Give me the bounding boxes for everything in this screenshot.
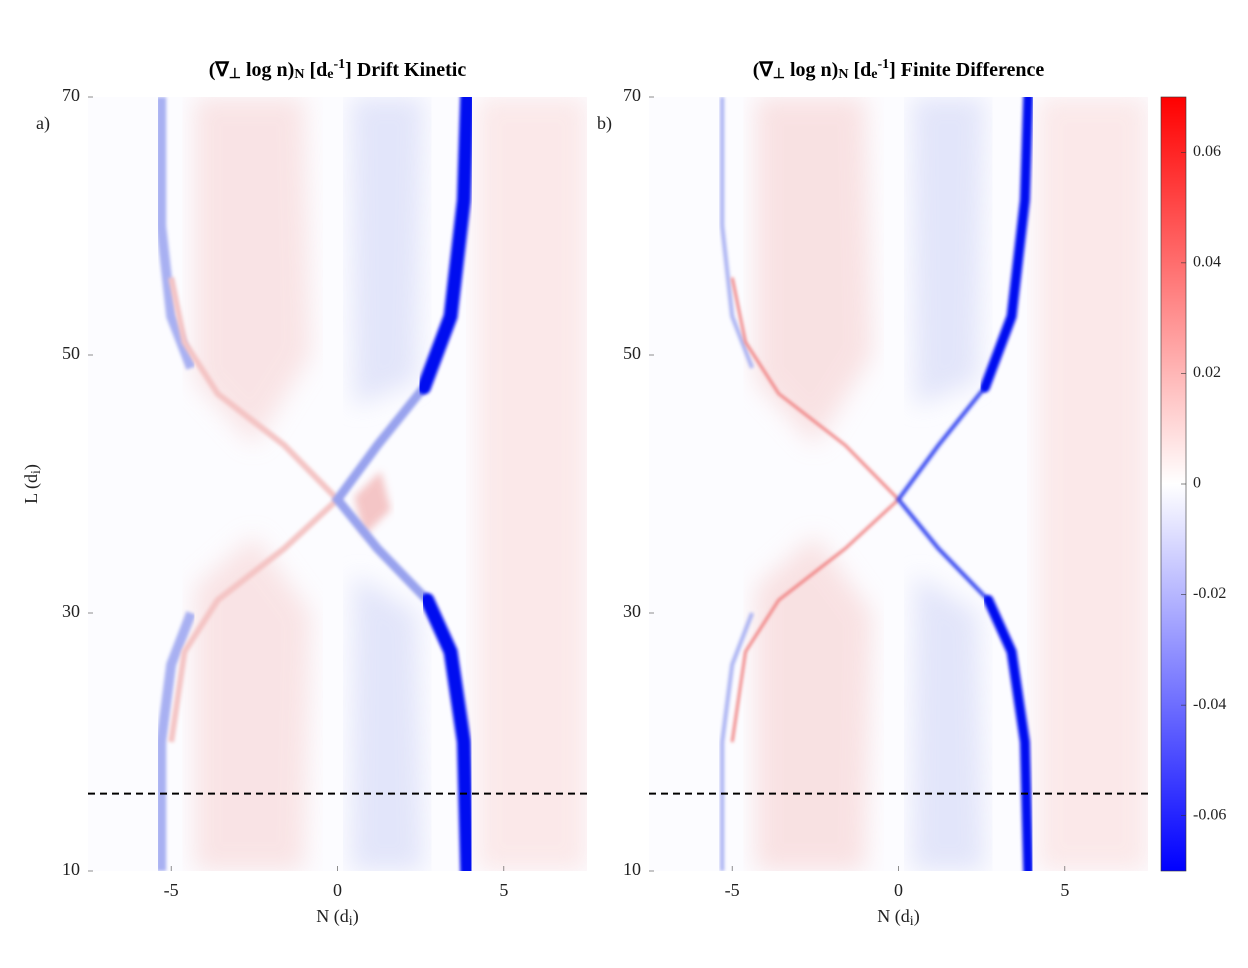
y-tick-label: 70 — [62, 85, 80, 105]
text-piece: e — [871, 67, 877, 82]
text-piece: -1 — [333, 57, 345, 72]
chart-title: (∇⊥ log n)N [de-1] Finite Difference — [753, 57, 1045, 82]
text-piece: ) — [914, 906, 920, 927]
y-tick-label: 30 — [62, 601, 80, 621]
colorbar-tick-label: 0 — [1193, 475, 1201, 492]
y-tick-label: 50 — [62, 343, 80, 363]
colorbar-tick-label: 0.04 — [1193, 254, 1221, 271]
blue-band — [420, 593, 475, 871]
red-region — [194, 97, 311, 446]
x-tick-label: -5 — [725, 880, 740, 900]
text-piece: [d — [848, 59, 871, 81]
x-tick-label: 5 — [499, 880, 508, 900]
text-piece: ) — [353, 906, 359, 927]
text-piece: [d — [304, 59, 327, 81]
blue-band — [983, 595, 1034, 871]
x-tick-label: 0 — [333, 880, 342, 900]
text-piece: i — [29, 470, 44, 474]
blue-line — [331, 384, 431, 604]
text-piece: -1 — [877, 57, 889, 72]
blue-region — [350, 97, 424, 407]
red-region — [755, 97, 872, 446]
panel-label: a) — [36, 113, 50, 134]
text-piece: i — [349, 914, 353, 929]
red-region — [477, 97, 587, 871]
text-piece: ] Drift Kinetic — [345, 59, 466, 81]
text-piece: ⊥ — [229, 67, 241, 82]
red-region — [354, 471, 391, 536]
y-tick-label: 70 — [623, 85, 641, 105]
red-region — [194, 535, 311, 871]
text-piece: log n) — [241, 59, 294, 81]
text-piece: i — [910, 914, 914, 929]
text-piece: ) — [21, 464, 42, 470]
blue-band — [417, 97, 475, 395]
colorbar-tick-label: -0.02 — [1193, 585, 1226, 602]
colorbar-tick-label: -0.06 — [1193, 806, 1226, 823]
y-axis-label: L (di) — [21, 464, 44, 504]
text-piece: L (d — [21, 474, 42, 504]
chart-title: (∇⊥ log n)N [de-1] Drift Kinetic — [209, 57, 467, 82]
blue-region — [911, 574, 985, 871]
y-tick-label: 10 — [62, 859, 80, 879]
colorbar-tick-label: 0.06 — [1193, 143, 1221, 160]
blue-region — [350, 574, 424, 871]
x-tick-label: 5 — [1060, 880, 1069, 900]
x-tick-label: -5 — [164, 880, 179, 900]
text-piece: N — [294, 67, 304, 82]
red-region — [755, 535, 872, 871]
colorbar-tick-label: -0.04 — [1193, 696, 1226, 713]
y-tick-label: 30 — [623, 601, 641, 621]
blue-line — [895, 386, 990, 602]
heatmap — [88, 97, 587, 871]
text-piece: e — [327, 67, 333, 82]
heatmap — [649, 97, 1148, 871]
blue-edge — [156, 97, 196, 370]
blue-edge — [720, 612, 754, 871]
blue-edge — [720, 97, 754, 369]
text-piece: N (d — [877, 906, 910, 927]
panel-label: b) — [597, 113, 612, 134]
x-axis-label: N (di) — [877, 906, 919, 929]
text-piece: log n) — [785, 59, 838, 81]
text-piece: (∇ — [753, 59, 774, 81]
x-axis-label: N (di) — [316, 906, 358, 929]
y-tick-label: 10 — [623, 859, 641, 879]
blue-band — [980, 97, 1034, 393]
blue-region — [911, 97, 985, 407]
text-piece: ⊥ — [773, 67, 785, 82]
text-piece: ] Finite Difference — [889, 59, 1044, 81]
red-region — [1038, 97, 1148, 871]
x-tick-label: 0 — [894, 880, 903, 900]
text-piece: (∇ — [209, 59, 230, 81]
text-piece: N — [838, 67, 848, 82]
colorbar-tick-label: 0.02 — [1193, 364, 1221, 381]
blue-edge — [156, 611, 196, 871]
text-piece: N (d — [316, 906, 349, 927]
y-tick-label: 50 — [623, 343, 641, 363]
